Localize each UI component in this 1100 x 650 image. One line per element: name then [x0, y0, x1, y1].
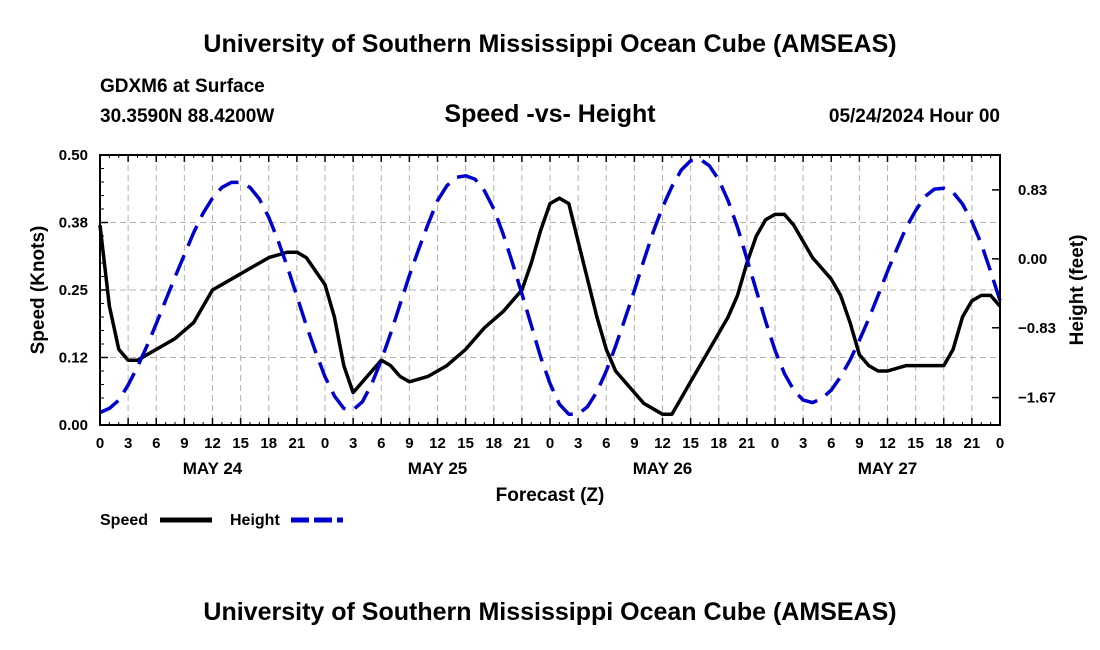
y-axis-label: Speed (Knots) [28, 226, 49, 355]
x-tick-label: 9 [180, 435, 188, 452]
y-tick-label: 0.50 [59, 147, 88, 164]
y-tick-label: 0.38 [59, 215, 88, 232]
x-tick-label: 3 [799, 435, 807, 452]
forecast-datetime: 05/24/2024 Hour 00 [828, 106, 1000, 127]
y2-tick-label: 0.00 [1018, 251, 1047, 268]
footer-title: University of Southern Mississippi Ocean… [203, 598, 897, 626]
station-label: GDXM6 at Surface [100, 76, 265, 97]
y2-tick-label: 0.83 [1018, 182, 1047, 199]
x-tick-label: 3 [574, 435, 582, 452]
chart-subtitle: Speed -vs- Height [444, 100, 656, 128]
x-tick-label: 0 [996, 435, 1004, 452]
x-tick-label: 18 [260, 435, 277, 452]
x-tick-label: 12 [654, 435, 671, 452]
x-tick-label: 0 [771, 435, 779, 452]
x-tick-label: 0 [321, 435, 329, 452]
x-tick-label: 18 [935, 435, 952, 452]
x-tick-label: 21 [289, 435, 306, 452]
y-tick-label: 0.25 [59, 282, 88, 299]
coordinates-label: 30.3590N 88.4200W [100, 106, 275, 127]
y2-tick-label: −1.67 [1018, 390, 1056, 407]
y2-axis-label: Height (feet) [1067, 235, 1088, 346]
height-series-line [99, 157, 1002, 416]
x-tick-label: 3 [349, 435, 357, 452]
x-tick-label: 0 [96, 435, 104, 452]
x-tick-label: 3 [124, 435, 132, 452]
x-tick-label: 15 [232, 435, 249, 452]
y-tick-label: 0.12 [59, 350, 88, 367]
x-axis-label: Forecast (Z) [496, 485, 605, 506]
plot-frame [99, 154, 1001, 426]
y-tick-label: 0.00 [59, 417, 88, 434]
day-label: MAY 26 [633, 459, 693, 478]
x-tick-label: 6 [827, 435, 835, 452]
x-tick-label: 12 [879, 435, 896, 452]
x-tick-label: 0 [546, 435, 554, 452]
day-label: MAY 24 [183, 459, 243, 478]
x-tick-label: 12 [204, 435, 221, 452]
x-tick-label: 21 [964, 435, 981, 452]
x-tick-label: 9 [855, 435, 863, 452]
x-tick-label: 6 [152, 435, 160, 452]
legend-speed-label: Speed [100, 512, 148, 529]
main-title: University of Southern Mississippi Ocean… [203, 30, 897, 58]
x-tick-label: 12 [429, 435, 446, 452]
x-tick-label: 6 [602, 435, 610, 452]
x-tick-label: 18 [710, 435, 727, 452]
y2-tick-label: −0.83 [1018, 320, 1056, 337]
speed-series-line [98, 196, 1002, 416]
x-tick-label: 15 [682, 435, 699, 452]
x-tick-label: 15 [907, 435, 924, 452]
speed-height-chart: 0 3 6 9 12 15 18 21 0 3 6 9 12 15 18 21 0 3 6 9 12 15 18 21 0 3 6 9… [28, 147, 1088, 529]
x-tick-label: 21 [739, 435, 756, 452]
x-tick-label: 21 [514, 435, 531, 452]
x-tick-label: 6 [377, 435, 385, 452]
x-tick-label: 9 [405, 435, 413, 452]
x-tick-label: 18 [485, 435, 502, 452]
day-label: MAY 27 [858, 459, 918, 478]
legend-height-label: Height [230, 512, 280, 529]
day-label: MAY 25 [408, 459, 468, 478]
x-tick-label: 9 [630, 435, 638, 452]
x-tick-label: 15 [457, 435, 474, 452]
